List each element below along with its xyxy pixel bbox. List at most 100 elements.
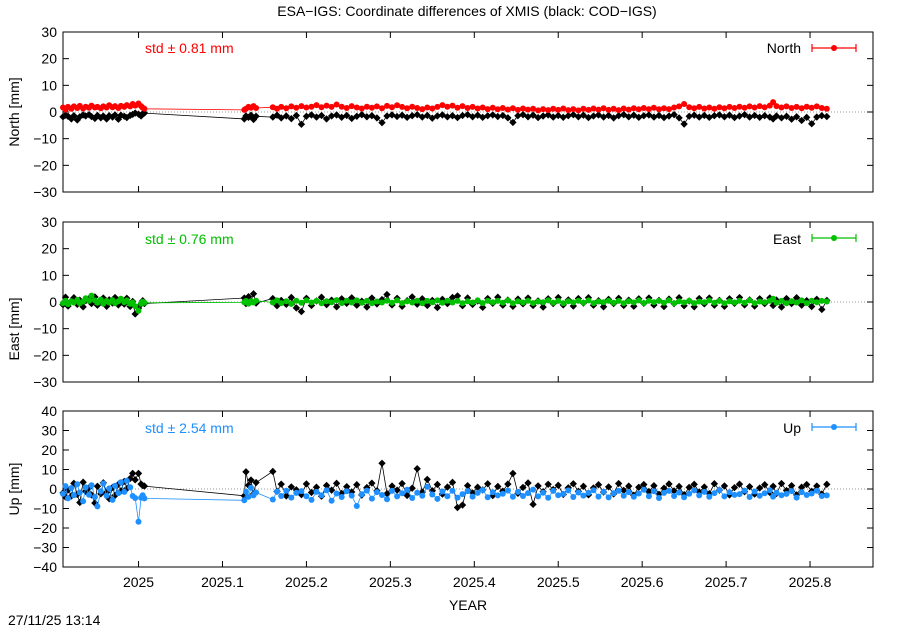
north-esa-point	[141, 105, 148, 112]
up-cod-point	[685, 483, 693, 492]
chart-title: ESA−IGS: Coordinate differences of XMIS …	[277, 3, 656, 19]
north-esa-point	[585, 106, 592, 113]
east-esa-point	[661, 299, 667, 306]
north-esa-point	[635, 106, 642, 113]
x-tick-label: 2025.5	[537, 574, 580, 590]
up-cod-point	[650, 482, 658, 490]
north-esa-point	[793, 103, 800, 110]
north-cod-point	[808, 120, 816, 128]
north-cod-point	[252, 112, 260, 120]
east-cod-point	[338, 295, 346, 303]
up-esa-point	[353, 503, 360, 509]
up-cod-point	[252, 478, 260, 487]
east-esa-point	[318, 300, 325, 307]
north-cod-point	[327, 112, 336, 120]
up-esa-point	[813, 487, 820, 494]
north-esa-series	[60, 99, 830, 114]
east-esa-point	[570, 299, 577, 306]
up-esa-point	[741, 487, 748, 494]
up-esa-point	[773, 489, 780, 496]
east-esa-point	[368, 300, 375, 307]
up-std-label: std ± 2.54 mm	[145, 420, 234, 436]
east-esa-point	[783, 300, 790, 307]
east-esa-point	[615, 297, 622, 304]
east-esa-point	[363, 297, 370, 304]
north-esa-point	[323, 102, 330, 109]
up-esa-point	[793, 494, 800, 501]
up-esa-point	[635, 490, 642, 497]
north-esa-point	[489, 104, 496, 111]
north-esa-point	[530, 105, 537, 112]
up-esa-point	[798, 489, 805, 496]
up-esa-point	[650, 488, 657, 495]
north-esa-point	[348, 103, 355, 110]
up-esa-point	[676, 489, 683, 496]
east-esa-point	[489, 299, 496, 306]
up-esa-point	[788, 488, 795, 495]
up-esa-point	[706, 493, 713, 500]
east-cod-point	[383, 290, 391, 299]
up-esa-point	[303, 493, 310, 500]
up-cod-point	[408, 484, 416, 492]
north-esa-point	[494, 106, 501, 113]
north-esa-point	[525, 106, 531, 113]
north-esa-point	[778, 104, 785, 111]
north-cod-point	[823, 112, 831, 121]
up-cod-point	[413, 465, 421, 473]
north-esa-point	[469, 103, 476, 110]
up-esa-point	[127, 484, 134, 491]
up-esa-point	[620, 492, 627, 499]
east-ylabel: East [mm]	[6, 297, 22, 360]
x-tick-label: 2025.7	[705, 574, 748, 590]
east-esa-point	[585, 297, 592, 304]
north-cod-point	[282, 112, 290, 120]
north-cod-point	[484, 112, 492, 120]
up-esa-point	[615, 487, 622, 494]
up-esa-point	[82, 484, 89, 491]
east-esa-point	[721, 300, 728, 307]
east-esa-point	[384, 297, 390, 304]
north-esa-point	[575, 107, 582, 114]
up-esa-point	[414, 489, 421, 496]
east-esa-point	[419, 300, 426, 307]
up-ytick-label: −40	[33, 559, 57, 575]
north-esa-point	[535, 107, 542, 114]
east-esa-point	[298, 299, 305, 306]
up-legend-marker	[831, 424, 837, 430]
up-esa-point	[117, 479, 124, 486]
east-esa-point	[328, 299, 335, 306]
north-esa-point	[656, 106, 662, 113]
east-esa-point	[373, 298, 380, 305]
up-esa-point	[343, 488, 350, 495]
up-esa-point	[560, 490, 567, 497]
east-esa-point	[535, 298, 542, 305]
north-ytick-label: −10	[33, 131, 57, 147]
up-esa-point	[94, 503, 101, 510]
up-cod-point	[494, 482, 502, 491]
north-esa-point	[731, 105, 738, 111]
north-esa-point	[625, 106, 632, 113]
east-esa-point	[409, 299, 416, 306]
up-cod-point	[423, 475, 431, 484]
east-esa-point	[348, 299, 355, 306]
east-esa-point	[469, 299, 476, 306]
up-esa-point	[253, 489, 260, 496]
north-legend-label: North	[767, 40, 801, 56]
up-esa-point	[721, 493, 728, 500]
east-esa-point	[520, 299, 526, 306]
up-ytick-label: 30	[41, 423, 57, 439]
up-esa-point	[530, 486, 537, 493]
east-ytick-label: 30	[41, 214, 57, 230]
up-esa-point	[509, 493, 516, 500]
x-tick-label: 2025.2	[285, 574, 328, 590]
east-esa-point	[706, 297, 713, 304]
up-esa-point	[379, 492, 385, 498]
up-esa-point	[74, 481, 81, 488]
north-esa-point	[389, 104, 395, 111]
north-esa-point	[803, 103, 810, 110]
up-esa-point	[656, 495, 662, 501]
east-esa-point	[575, 297, 582, 304]
up-esa-point	[358, 491, 365, 498]
north-esa-point	[338, 103, 345, 110]
up-esa-point	[248, 484, 254, 491]
